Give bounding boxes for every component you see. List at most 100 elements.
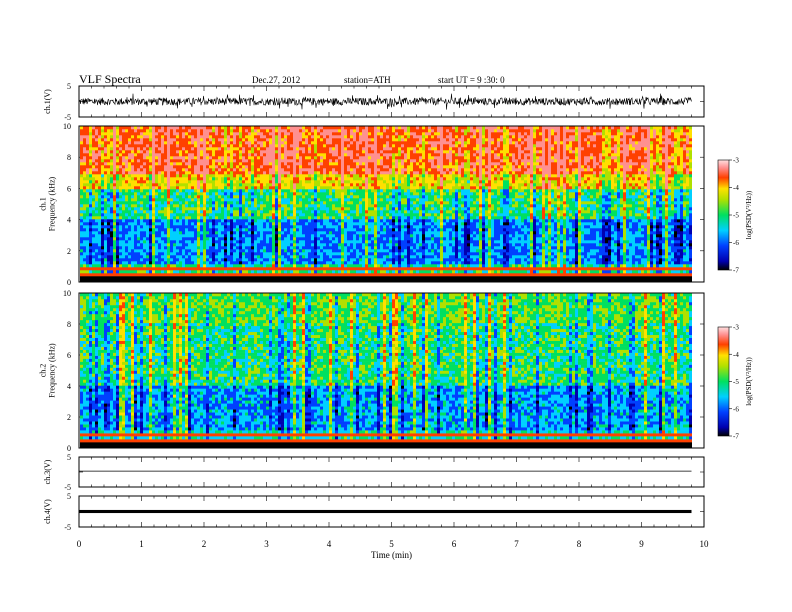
spectrogram-cell — [347, 186, 350, 190]
spectrogram-cell — [197, 279, 200, 283]
spectrogram-cell — [92, 276, 95, 280]
spectrogram-cell — [83, 198, 86, 202]
spectrogram-cell — [269, 234, 272, 238]
spectrogram-cell — [239, 243, 242, 247]
spectrogram-cell — [173, 264, 176, 268]
spectrogram-cell — [146, 129, 149, 133]
spectrogram-cell — [212, 147, 215, 151]
spectrogram-cell — [329, 150, 332, 154]
spectrogram-cell — [311, 204, 314, 208]
spectrogram-cell — [125, 258, 128, 262]
spectrogram-cell — [176, 198, 179, 202]
spectrogram-cell — [287, 138, 290, 142]
spectrogram-cell — [158, 144, 161, 148]
spectrogram-cell — [179, 168, 182, 172]
spectrogram-cell — [137, 204, 140, 208]
spectrogram-cell — [128, 231, 131, 235]
spectrogram-cell — [323, 156, 326, 160]
spectrogram-cell — [308, 234, 311, 238]
spectrogram-cell — [158, 171, 161, 175]
spectrogram-cell — [200, 243, 203, 247]
spectrogram-cell — [344, 267, 347, 271]
spectrogram-cell — [314, 237, 317, 241]
spectrogram-cell — [296, 159, 299, 163]
spectrogram-cell — [86, 213, 89, 217]
spectrogram-cell — [275, 135, 278, 139]
spectrogram-cell — [239, 240, 242, 244]
spectrogram-cell — [335, 165, 338, 169]
spectrogram-cell — [200, 195, 203, 199]
spectrogram-cell — [131, 147, 134, 151]
spectrogram-cell — [335, 198, 338, 202]
spectrogram-cell — [245, 231, 248, 235]
spectrogram-cell — [125, 222, 128, 226]
spectrogram-cell — [320, 267, 323, 271]
spectrogram-cell — [212, 201, 215, 205]
spectrogram-cell — [119, 141, 122, 145]
spectrogram-cell — [83, 273, 86, 277]
spectrogram-cell — [293, 132, 296, 136]
spectrogram-cell — [251, 240, 254, 244]
spectrogram-cell — [245, 126, 248, 130]
spectrogram-cell — [125, 168, 128, 172]
spectrogram-cell — [194, 273, 197, 277]
spectrogram-cell — [245, 201, 248, 205]
spectrogram-cell — [89, 231, 92, 235]
spectrogram-cell — [80, 204, 83, 208]
spectrogram-cell — [161, 150, 164, 154]
spectrogram-cell — [344, 183, 347, 187]
spectrogram-cell — [287, 153, 290, 157]
spectrogram-cell — [230, 237, 233, 241]
spectrogram-cell — [182, 195, 185, 199]
spectrogram-cell — [332, 228, 335, 232]
spectrogram-cell — [209, 171, 212, 175]
spectrogram-cell — [314, 273, 317, 277]
spectrogram-cell — [269, 270, 272, 274]
spectrogram-cell — [239, 201, 242, 205]
spectrogram-cell — [236, 165, 239, 169]
spectrogram-cell — [290, 237, 293, 241]
spectrogram-cell — [203, 252, 206, 256]
spectrogram-cell — [164, 264, 167, 268]
spectrogram-cell — [338, 186, 341, 190]
spectrogram-cell — [80, 270, 83, 274]
spectrogram-cell — [203, 231, 206, 235]
spectrogram-cell — [233, 162, 236, 166]
spectrogram-cell — [239, 261, 242, 265]
spectrogram-cell — [236, 252, 239, 256]
spectrogram-cell — [290, 228, 293, 232]
spectrogram-cell — [350, 195, 353, 199]
spectrogram-cell — [101, 153, 104, 157]
spectrogram-cell — [128, 135, 131, 139]
spectrogram-cell — [302, 153, 305, 157]
spectrogram-cell — [182, 198, 185, 202]
spectrogram-cell — [86, 189, 89, 193]
spectrogram-cell — [278, 198, 281, 202]
spectrogram-cell — [179, 132, 182, 136]
spectrogram-cell — [329, 213, 332, 217]
spectrogram-cell — [311, 267, 314, 271]
spectrogram-cell — [230, 225, 233, 229]
spectrogram-cell — [128, 186, 131, 190]
spectrogram-cell — [284, 240, 287, 244]
spectrogram-cell — [221, 159, 224, 163]
spectrogram-cell — [182, 132, 185, 136]
spectrogram-cell — [308, 279, 311, 283]
spectrogram-cell — [92, 264, 95, 268]
spectrogram-cell — [314, 267, 317, 271]
spectrogram-cell — [323, 237, 326, 241]
spectrogram-cell — [257, 138, 260, 142]
spectrogram-cell — [233, 249, 236, 253]
spectrogram-cell — [80, 231, 83, 235]
spectrogram-cell — [350, 159, 353, 163]
spectrogram-cell — [101, 240, 104, 244]
spectrogram-cell — [83, 225, 86, 229]
spectrogram-cell — [131, 150, 134, 154]
spectrogram-cell — [299, 210, 302, 214]
spectrogram-cell — [209, 162, 212, 166]
spectrogram-cell — [320, 201, 323, 205]
spectrogram-cell — [299, 225, 302, 229]
spectrogram-cell — [305, 231, 308, 235]
spectrogram-cell — [146, 183, 149, 187]
spectrogram-cell — [164, 186, 167, 190]
